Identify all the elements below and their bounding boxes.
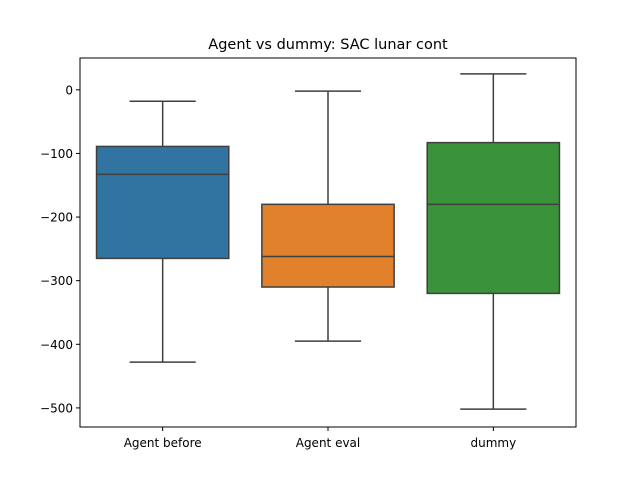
x-tick-label: Agent eval	[296, 436, 361, 450]
boxes-layer	[95, 73, 561, 410]
box-iqr	[95, 145, 230, 260]
x-tick-label: dummy	[470, 436, 516, 450]
chart-title: Agent vs dummy: SAC lunar cont	[208, 37, 448, 53]
y-tick-label: −300	[40, 274, 73, 288]
box-iqr	[261, 203, 395, 288]
box-group	[95, 100, 230, 363]
y-tick-label: −200	[40, 211, 73, 225]
plot-frame	[79, 57, 577, 428]
y-tick-label: 0	[65, 83, 73, 97]
y-tick-label: −500	[40, 401, 73, 415]
y-tick-label: −400	[40, 338, 73, 352]
y-tick-label: −100	[40, 147, 73, 161]
box-iqr	[426, 141, 561, 295]
box-group	[261, 90, 395, 342]
x-tick-label: Agent before	[124, 436, 202, 450]
box-group	[426, 73, 561, 410]
axis-layer: 0 −100 −200 −300 −400 −500 Agent before Agent e…	[40, 83, 516, 450]
